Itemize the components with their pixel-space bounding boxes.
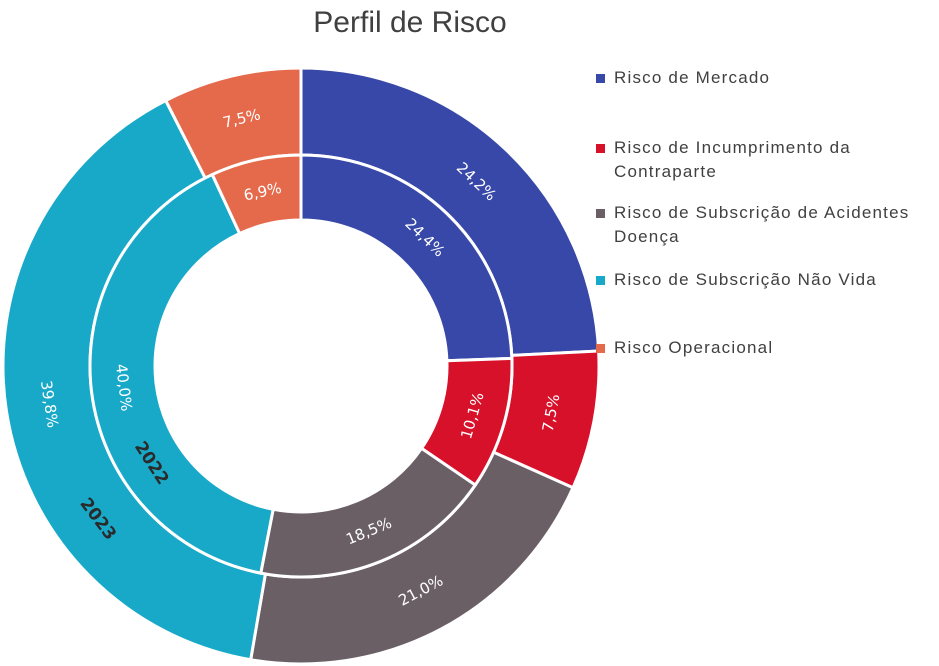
data-label-2022-3: 40,0% [112, 363, 136, 412]
legend-item-0: Risco de Mercado [592, 66, 770, 90]
slice-2022-4 [210, 153, 303, 236]
legend-swatch [596, 209, 605, 218]
legend-swatch [596, 74, 605, 83]
legend-label: Risco de Subscrição de Acidentes Doença [614, 203, 910, 246]
legend-swatch [596, 144, 605, 153]
legend-label: Risco de Subscrição Não Vida [614, 270, 877, 289]
legend-label: Risco Operacional [614, 338, 774, 357]
legend-label: Risco de Incumprimento da Contraparte [614, 138, 851, 181]
chart-title: Perfil de Risco [313, 6, 507, 39]
legend-item-2: Risco de Subscrição de Acidentes Doença [592, 201, 909, 249]
legend-label: Risco de Mercado [614, 68, 771, 87]
legend-item-4: Risco Operacional [592, 336, 773, 360]
legend-swatch [596, 344, 605, 353]
legend-swatch [596, 276, 605, 285]
legend-item-1: Risco de Incumprimento da Contraparte [592, 136, 851, 184]
slice-2022-3 [88, 172, 275, 575]
legend-item-3: Risco de Subscrição Não Vida [592, 268, 877, 292]
